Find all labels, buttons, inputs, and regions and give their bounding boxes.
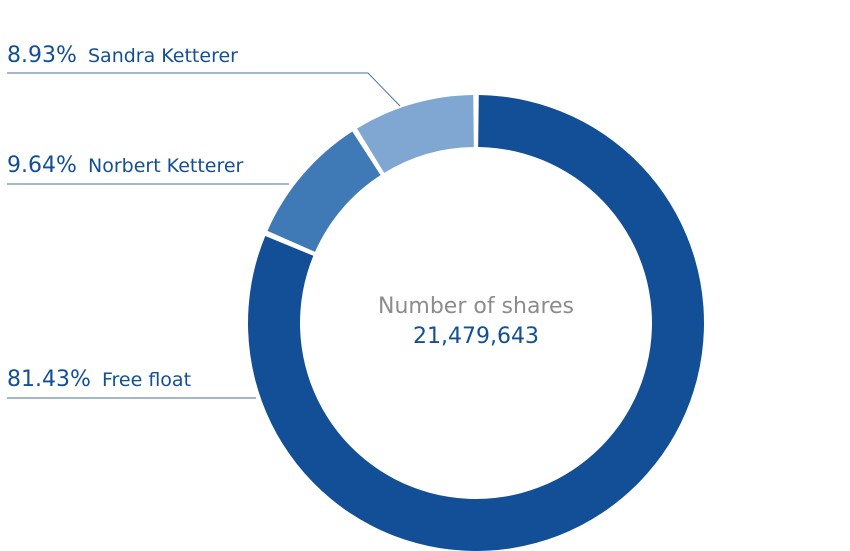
leader-line-sandra-ketterer [7, 72, 401, 107]
slice-norbert-ketterer [267, 131, 381, 252]
label-sandra-ketterer-name: Sandra Ketterer [88, 45, 238, 67]
center-label: Number of shares [378, 294, 574, 319]
label-norbert-ketterer-name: Norbert Ketterer [88, 155, 244, 177]
label-free-float-name: Free float [102, 369, 191, 391]
label-norbert-ketterer: 9.64% Norbert Ketterer [7, 153, 244, 178]
slice-sandra-ketterer [357, 95, 474, 173]
center-value: 21,479,643 [413, 324, 539, 349]
leader-lines [7, 72, 401, 399]
label-sandra-ketterer-percent: 8.93% [7, 43, 77, 68]
donut-slices [247, 95, 705, 551]
label-sandra-ketterer: 8.93% Sandra Ketterer [7, 43, 238, 68]
label-free-float-percent: 81.43% [7, 367, 91, 392]
label-norbert-ketterer-percent: 9.64% [7, 153, 77, 178]
label-free-float: 81.43% Free float [7, 367, 191, 392]
